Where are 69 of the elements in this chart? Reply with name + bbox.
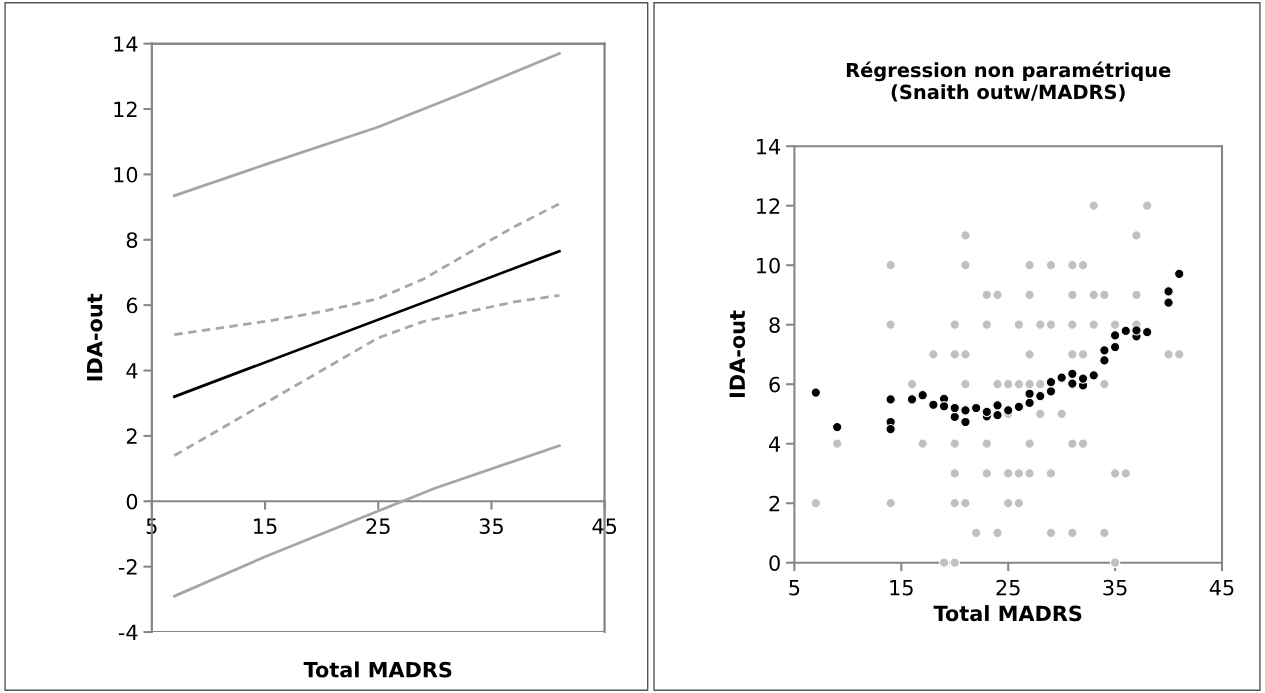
point xyxy=(1002,405,1014,416)
y-tick-label: -4 xyxy=(118,624,138,640)
point xyxy=(1099,345,1110,356)
point xyxy=(885,423,896,435)
x-axis-title: Total MADRS xyxy=(933,605,1082,622)
y-tick-label: 14 xyxy=(757,138,781,155)
y-tick-label: 10 xyxy=(757,257,780,274)
y-tick-label: 12 xyxy=(757,198,780,214)
point xyxy=(1056,372,1067,383)
point xyxy=(981,406,993,418)
point xyxy=(1035,390,1046,402)
x-tick-label: 25 xyxy=(366,518,390,535)
point xyxy=(1045,376,1057,388)
line-series xyxy=(173,202,561,336)
y-tick-label: 6 xyxy=(769,376,780,393)
point xyxy=(949,402,960,414)
point xyxy=(938,401,950,412)
x-tick-label: 5 xyxy=(789,580,800,596)
y-tick-label: 6 xyxy=(126,297,138,314)
point xyxy=(1024,388,1035,399)
y-tick-label: 8 xyxy=(126,232,138,248)
y-tick-label: 4 xyxy=(126,363,138,379)
y-tick-label: 12 xyxy=(114,101,137,117)
point xyxy=(1067,368,1078,380)
x-tick-label: 25 xyxy=(996,579,1020,596)
x-tick-label: 45 xyxy=(592,518,617,535)
y-tick-label: 14 xyxy=(114,36,138,52)
point xyxy=(1088,370,1099,381)
x-tick-label: 35 xyxy=(479,518,503,535)
point xyxy=(992,400,1003,411)
point xyxy=(1109,341,1121,353)
point xyxy=(885,394,896,405)
point xyxy=(917,390,928,401)
y-tick-label: 0 xyxy=(769,555,780,571)
point xyxy=(1099,355,1110,366)
point xyxy=(1067,378,1078,389)
point xyxy=(1163,286,1174,297)
point xyxy=(1174,268,1185,280)
y-axis-title: IDA-out xyxy=(729,310,746,398)
point xyxy=(992,409,1003,421)
point xyxy=(1163,297,1174,308)
y-tick-label: 0 xyxy=(126,493,138,510)
y-tick-label: -2 xyxy=(118,559,137,575)
x-tick-label: 15 xyxy=(890,580,913,596)
y-axis-title: IDA-out xyxy=(87,293,103,381)
point xyxy=(1077,373,1089,384)
y-tick-label: 2 xyxy=(769,495,780,512)
point xyxy=(906,394,918,405)
x-tick-label: 35 xyxy=(1103,579,1127,596)
x-tick-label: 45 xyxy=(1209,580,1234,596)
point xyxy=(928,399,939,410)
point xyxy=(1141,326,1153,338)
point xyxy=(831,421,843,433)
x-tick-label: 15 xyxy=(254,518,277,535)
line-series xyxy=(173,444,561,598)
point xyxy=(810,387,822,398)
point xyxy=(1045,386,1057,397)
y-tick-label: 2 xyxy=(126,428,137,444)
line-series xyxy=(173,293,561,457)
y-tick-label: 8 xyxy=(769,317,780,333)
chart-title: Régression non paramétrique (Snaith outw/MADRS) xyxy=(846,61,1171,102)
point xyxy=(960,405,971,416)
y-tick-label: 10 xyxy=(114,166,138,183)
point xyxy=(1109,330,1121,341)
point xyxy=(1013,401,1025,413)
x-axis-title: Total MADRS xyxy=(303,661,452,678)
point xyxy=(1131,325,1142,336)
line-series xyxy=(173,52,561,198)
y-tick-label: 4 xyxy=(768,436,781,452)
